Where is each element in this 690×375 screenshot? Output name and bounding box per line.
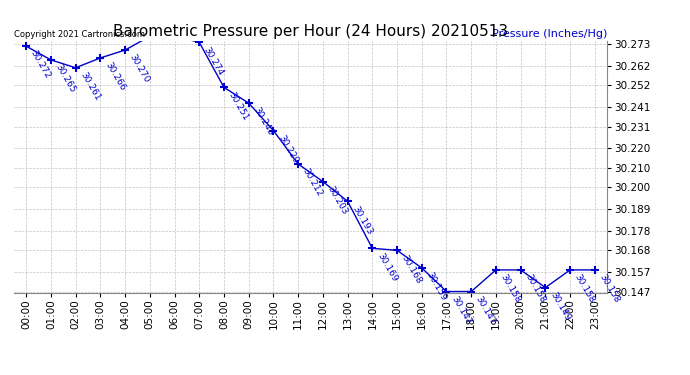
Text: 30.158: 30.158 [573,273,596,304]
Text: 30.203: 30.203 [326,184,349,216]
Text: 30.243: 30.243 [251,106,275,138]
Text: 30.265: 30.265 [54,63,77,94]
Title: Barometric Pressure per Hour (24 Hours) 20210513: Barometric Pressure per Hour (24 Hours) … [113,24,508,39]
Text: 30.266: 30.266 [103,61,127,93]
Text: 30.159: 30.159 [424,271,448,303]
Text: 30.277: 30.277 [0,374,1,375]
Text: 30.147: 30.147 [449,294,473,326]
Text: 30.251: 30.251 [227,90,250,122]
Text: 30.229: 30.229 [276,134,299,165]
Text: 30.169: 30.169 [375,251,399,283]
Text: Copyright 2021 Cartronics.com: Copyright 2021 Cartronics.com [14,30,145,39]
Text: 30.168: 30.168 [400,253,424,285]
Text: 30.212: 30.212 [301,167,324,198]
Text: 30.274: 30.274 [202,45,226,76]
Text: Pressure (Inches/Hg): Pressure (Inches/Hg) [492,29,607,39]
Text: 30.277: 30.277 [0,374,1,375]
Text: 30.147: 30.147 [474,294,497,326]
Text: 30.261: 30.261 [79,70,102,102]
Text: 30.149: 30.149 [548,290,572,322]
Text: 30.272: 30.272 [29,49,52,81]
Text: 30.270: 30.270 [128,53,151,85]
Text: 30.193: 30.193 [351,204,374,236]
Text: 30.158: 30.158 [598,273,621,304]
Text: 30.158: 30.158 [524,273,547,304]
Text: 30.158: 30.158 [499,273,522,304]
